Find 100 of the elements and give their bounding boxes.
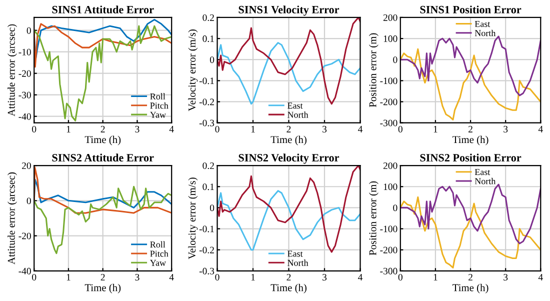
- y-tick-label: -100: [380, 226, 398, 232]
- chart-title: SINS2 Velocity Error: [238, 154, 340, 164]
- y-axis-title: Attitude error (arcsec): [8, 172, 17, 264]
- y-tick-label: -20: [18, 232, 31, 240]
- x-tick-label: 0: [215, 274, 220, 281]
- y-tick-label: 0.1: [202, 184, 214, 190]
- y-tick-label: -200: [380, 246, 398, 254]
- x-tick-label: 1: [251, 126, 255, 132]
- legend-label: North: [474, 178, 496, 184]
- x-tick-label: 4: [169, 126, 174, 132]
- x-tick-label: 3: [504, 274, 508, 281]
- legend-label: East: [288, 102, 303, 109]
- y-tick-label: 0: [210, 56, 214, 64]
- line-series: [34, 178, 172, 208]
- y-axis-title: Velocity error (m/s): [188, 178, 198, 260]
- y-tick-label: 100: [384, 184, 398, 190]
- y-tick-label: -200: [380, 98, 398, 106]
- x-axis-title: Time (h): [84, 136, 121, 146]
- x-tick-label: 2: [468, 274, 472, 280]
- x-tick-label: 2: [100, 126, 105, 132]
- y-tick-label: 0.2: [202, 162, 214, 170]
- y-tick-label: -30: [18, 92, 31, 98]
- y-tick-label: 20: [22, 162, 31, 170]
- y-tick-label: -0.1: [199, 78, 214, 84]
- legend-label: Roll: [150, 241, 166, 248]
- y-tick-label: 100: [384, 35, 398, 42]
- x-axis-title: Time (h): [270, 284, 306, 294]
- line-series: [217, 190, 360, 251]
- x-tick-label: 3: [322, 274, 327, 281]
- y-axis-title: Position error (m): [368, 33, 378, 108]
- x-axis-title: Time (h): [270, 136, 306, 146]
- y-tick-label: 0: [210, 204, 214, 212]
- x-tick-label: 1: [251, 274, 255, 280]
- x-axis-title: Time (h): [452, 284, 488, 294]
- y-tick-label: -40: [18, 113, 31, 120]
- y-tick-label: -0.2: [199, 246, 214, 254]
- x-axis-title: Time (h): [452, 136, 488, 146]
- x-tick-label: 2: [100, 274, 105, 280]
- legend-label: North: [288, 111, 308, 118]
- legend-label: Pitch: [150, 102, 168, 109]
- legend-label: East: [474, 169, 490, 176]
- x-tick-label: 1: [434, 126, 438, 132]
- chart-title: SINS1 Attitude Error: [52, 6, 154, 14]
- x-tick-label: 0: [215, 126, 220, 132]
- x-tick-label: 4: [538, 126, 543, 132]
- x-tick-label: 0: [398, 274, 402, 281]
- chart-title: SINS1 Velocity Error: [238, 6, 340, 16]
- x-tick-label: 0: [32, 126, 36, 132]
- x-tick-label: 4: [358, 126, 363, 132]
- chart-title: SINS2 Position Error: [420, 154, 522, 162]
- y-tick-label: 200: [383, 14, 398, 21]
- x-tick-label: 1: [66, 274, 70, 280]
- x-tick-label: 3: [135, 126, 140, 132]
- x-tick-label: 0: [32, 274, 36, 281]
- x-axis-title: Time (h): [84, 284, 121, 294]
- x-tick-label: 4: [538, 274, 543, 280]
- y-tick-label: 0.2: [202, 14, 214, 21]
- x-tick-label: 2: [286, 274, 291, 280]
- x-tick-label: 3: [135, 274, 140, 281]
- y-tick-label: -10: [18, 48, 31, 56]
- y-tick-label: -300: [380, 268, 398, 274]
- line-series: [400, 48, 541, 120]
- x-tick-label: 3: [504, 126, 508, 132]
- x-tick-label: 2: [286, 126, 291, 132]
- y-tick-label: 0: [393, 56, 398, 64]
- line-series: [400, 36, 541, 96]
- legend-label: Yaw: [150, 260, 166, 266]
- y-axis-title: Velocity error (m/s): [188, 30, 198, 112]
- x-tick-label: 1: [66, 126, 70, 132]
- legend-label: North: [474, 30, 496, 36]
- x-tick-label: 4: [169, 274, 174, 280]
- y-tick-label: -0.3: [199, 268, 214, 274]
- chart-title: SINS2 Attitude Error: [52, 154, 154, 162]
- y-tick-label: -0.2: [199, 98, 214, 106]
- y-tick-label: 200: [383, 162, 398, 170]
- x-tick-label: 4: [358, 274, 363, 280]
- y-tick-label: -0.3: [199, 120, 214, 126]
- legend-label: Yaw: [150, 112, 166, 118]
- y-tick-label: -100: [380, 78, 398, 84]
- y-tick-label: -300: [380, 120, 398, 126]
- x-tick-label: 0: [398, 126, 402, 132]
- legend-label: Roll: [150, 93, 166, 100]
- y-axis-title: Attitude error (arcsec): [8, 24, 17, 116]
- line-series: [34, 23, 172, 68]
- y-tick-label: 0: [393, 204, 398, 212]
- y-axis-title: Position error (m): [368, 181, 378, 256]
- chart-title: SINS1 Position Error: [420, 6, 522, 14]
- y-tick-label: 0.1: [202, 35, 214, 42]
- x-tick-label: 3: [322, 126, 327, 132]
- y-tick-label: 0: [26, 27, 31, 34]
- legend-label: North: [288, 260, 308, 266]
- y-tick-label: -40: [18, 268, 31, 274]
- y-tick-label: -0.1: [199, 226, 214, 232]
- x-tick-label: 2: [468, 126, 472, 132]
- y-tick-label: -20: [18, 70, 31, 77]
- legend-label: East: [288, 250, 303, 257]
- legend-label: Pitch: [150, 250, 168, 257]
- line-series: [400, 184, 541, 244]
- x-tick-label: 1: [434, 274, 438, 280]
- legend-label: East: [474, 21, 490, 28]
